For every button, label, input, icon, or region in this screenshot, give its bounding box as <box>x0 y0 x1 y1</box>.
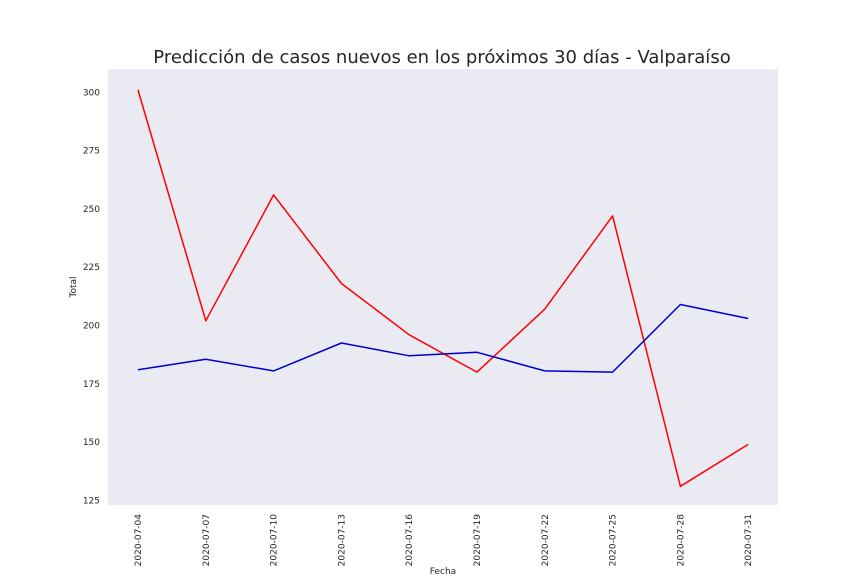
plot-area <box>108 69 778 505</box>
x-tick-label: 2020-07-19 <box>473 514 483 567</box>
y-tick-label: 250 <box>83 205 100 215</box>
y-tick-label: 275 <box>83 147 100 157</box>
series-lines <box>137 89 749 488</box>
series-line-2 <box>137 303 749 373</box>
y-tick-label: 150 <box>83 438 100 448</box>
x-tick-label: 2020-07-31 <box>744 514 754 566</box>
x-tick-label: 2020-07-10 <box>270 514 280 567</box>
x-tick-label: 2020-07-16 <box>405 514 415 567</box>
x-tick-label: 2020-07-22 <box>541 514 551 566</box>
x-tick-label: 2020-07-25 <box>609 514 619 566</box>
x-tick-label: 2020-07-13 <box>337 514 347 566</box>
y-axis-label: Total <box>69 276 79 298</box>
x-tick-label: 2020-07-04 <box>134 514 144 567</box>
y-axis-ticks: 125 150 175 200 225 250 275 300 <box>83 88 100 506</box>
y-tick-label: 300 <box>83 88 100 98</box>
x-tick-label: 2020-07-28 <box>676 514 686 567</box>
chart-title: Predicción de casos nuevos en los próxim… <box>153 47 730 68</box>
y-tick-label: 200 <box>83 321 100 331</box>
y-tick-label: 125 <box>83 496 100 506</box>
x-axis-ticks: 2020-07-04 2020-07-07 2020-07-10 2020-07-13… <box>134 514 754 567</box>
y-tick-label: 175 <box>83 380 100 390</box>
y-tick-label: 225 <box>83 263 100 273</box>
x-tick-label: 2020-07-07 <box>202 514 212 566</box>
x-axis-label: Fecha <box>430 567 456 576</box>
